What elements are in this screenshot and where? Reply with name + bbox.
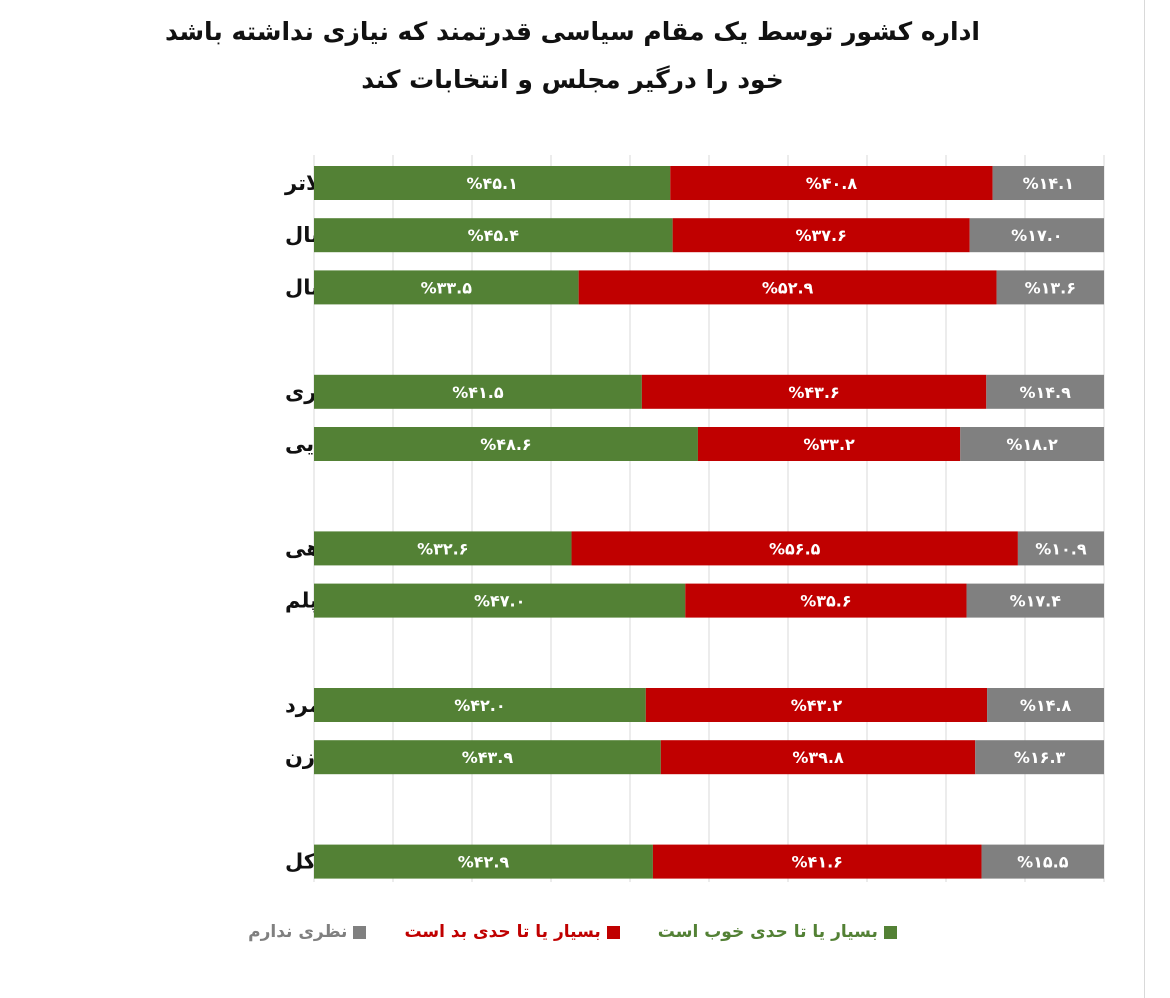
bar-segment (645, 688, 988, 722)
chart-frame: اداره کشور توسط یک مقام سیاسی قدرتمند که… (0, 0, 1145, 998)
bar-segment (578, 270, 997, 305)
data-label: %۴۸.۶ (480, 435, 531, 454)
data-label: %۱۵.۵ (1017, 853, 1069, 872)
data-label: %۳۹.۸ (792, 748, 844, 767)
data-label: %۴۳.۲ (791, 696, 843, 715)
legend-swatch-bad (606, 925, 620, 939)
bar-segment (314, 427, 698, 461)
data-label: %۵۲.۹ (762, 278, 814, 297)
bar-segment (314, 740, 661, 775)
bar-segment (314, 374, 642, 409)
bar-segment (975, 740, 1104, 775)
chart-title: اداره کشور توسط یک مقام سیاسی قدرتمند که… (165, 17, 980, 94)
bar-segment (571, 531, 1018, 566)
data-label: %۱۳.۶ (1025, 278, 1076, 297)
legend-label-good: بسیار یا تا حدی خوب است (657, 922, 878, 942)
data-label: %۱۴.۹ (1019, 383, 1071, 402)
bar-segment (314, 218, 673, 253)
data-label: %۴۲.۹ (458, 853, 510, 872)
data-label: %۳۷.۶ (795, 226, 846, 245)
bar-segment (992, 166, 1104, 200)
bar-segment (314, 583, 686, 618)
data-label: %۴۱.۵ (452, 383, 504, 402)
category-label: زن (285, 745, 315, 769)
data-label: %۳۳.۵ (421, 278, 473, 297)
bar-segment (960, 427, 1104, 461)
bar-segment (641, 374, 987, 409)
data-label: %۳۳.۲ (803, 435, 855, 454)
bar-segment (969, 218, 1104, 253)
data-label: %۴۱.۶ (792, 853, 843, 872)
data-label: %۴۳.۹ (462, 748, 514, 767)
bar-segment (996, 270, 1104, 305)
data-label: %۱۴.۸ (1020, 696, 1072, 715)
bar-segment (314, 844, 653, 879)
legend-swatch-no-opinion (353, 925, 367, 939)
bar-segment (314, 166, 671, 200)
data-label: %۱۶.۳ (1014, 748, 1066, 767)
data-label: %۴۷.۰ (474, 592, 525, 611)
bar-segment (966, 583, 1104, 618)
data-label: %۱۰.۹ (1035, 539, 1087, 558)
bar-segment (987, 688, 1104, 722)
data-label: %۳۲.۶ (417, 539, 468, 558)
bar-segment (697, 427, 961, 461)
data-label: %۵۶.۵ (769, 539, 821, 558)
legend-item-no-opinion: نظری ندارم (248, 922, 367, 942)
data-label: %۱۸.۲ (1006, 435, 1058, 454)
legend-swatch-good (883, 925, 897, 939)
data-label: %۳۵.۶ (800, 592, 851, 611)
bar-segment (672, 218, 970, 253)
legend-item-bad: بسیار یا تا حدی بد است (404, 922, 620, 942)
data-label: %۱۴.۱ (1023, 174, 1074, 193)
data-label: %۴۵.۴ (468, 226, 520, 245)
data-label: %۱۷.۴ (1010, 592, 1062, 611)
bar-segment (981, 844, 1104, 879)
bar-segment (314, 531, 572, 566)
data-label: %۴۳.۶ (788, 383, 839, 402)
legend-label-bad: بسیار یا تا حدی بد است (404, 922, 601, 942)
bar-segment (652, 844, 982, 879)
bar-segment (986, 374, 1104, 409)
data-label: %۴۲.۰ (454, 696, 505, 715)
data-label: %۱۷.۰ (1011, 226, 1062, 245)
bar-segment (1017, 531, 1104, 566)
data-label: %۴۰.۸ (806, 174, 858, 193)
legend-item-good: بسیار یا تا حدی خوب است (658, 922, 897, 942)
chart-legend: بسیار یا تا حدی خوب است بسیار یا تا حدی … (0, 922, 1145, 942)
bar-segment (314, 270, 579, 305)
bar-segment (660, 740, 976, 775)
bar-segment (670, 166, 993, 200)
bar-segment (685, 583, 967, 618)
bar-segment (314, 688, 646, 722)
legend-label-no-opinion: نظری ندارم (248, 922, 348, 942)
data-label: %۴۵.۱ (466, 174, 517, 193)
chart-plot: ۵۰ سال و بالاتر%۴۵.۱%۴۰.۸%۱۴.۱۳۰ تا ۴۹ س… (284, 155, 1105, 882)
